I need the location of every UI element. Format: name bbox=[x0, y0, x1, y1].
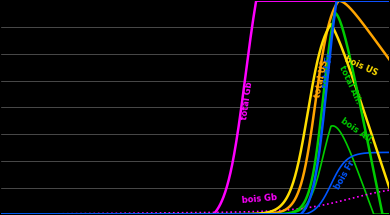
Text: total All.: total All. bbox=[337, 64, 362, 105]
Text: bois Gb: bois Gb bbox=[242, 192, 278, 204]
Text: bois Fr: bois Fr bbox=[333, 159, 357, 191]
Text: bois All.: bois All. bbox=[339, 117, 375, 146]
Text: total US: total US bbox=[314, 60, 330, 99]
Text: total Gb: total Gb bbox=[240, 81, 254, 120]
Text: total Fr: total Fr bbox=[321, 52, 335, 88]
Text: bois US: bois US bbox=[343, 54, 378, 77]
